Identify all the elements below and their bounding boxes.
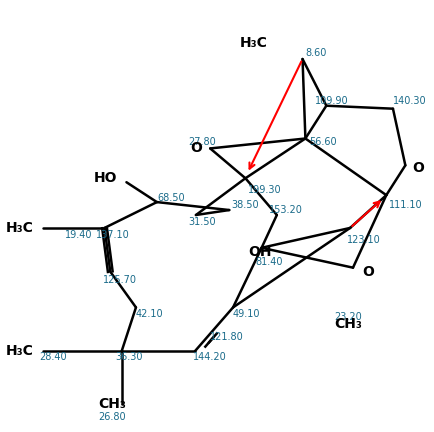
Text: 56.60: 56.60 — [309, 137, 337, 147]
Text: 137.10: 137.10 — [96, 230, 130, 240]
Text: 153.20: 153.20 — [269, 205, 303, 215]
Text: 27.80: 27.80 — [188, 137, 216, 147]
Text: 111.10: 111.10 — [389, 200, 423, 210]
Text: CH₃: CH₃ — [98, 397, 126, 411]
Text: 121.80: 121.80 — [210, 332, 244, 342]
Text: 38.50: 38.50 — [231, 200, 259, 210]
Text: 36.30: 36.30 — [115, 352, 142, 362]
Text: CH₃: CH₃ — [334, 317, 362, 331]
Text: 109.90: 109.90 — [315, 96, 349, 106]
Text: 42.10: 42.10 — [136, 309, 164, 319]
Text: H₃C: H₃C — [5, 344, 33, 358]
Text: 140.30: 140.30 — [393, 96, 427, 106]
Text: H₃C: H₃C — [5, 221, 33, 235]
Text: 31.50: 31.50 — [188, 217, 216, 227]
Text: 49.10: 49.10 — [233, 309, 260, 319]
Text: 81.40: 81.40 — [255, 257, 283, 267]
Text: 8.60: 8.60 — [306, 48, 327, 58]
Text: 123.10: 123.10 — [347, 235, 381, 245]
Text: OH: OH — [248, 245, 272, 259]
Text: 68.50: 68.50 — [157, 193, 184, 203]
Text: 28.40: 28.40 — [39, 352, 66, 362]
Text: 199.30: 199.30 — [248, 185, 282, 195]
Text: 125.70: 125.70 — [103, 275, 137, 285]
Text: 23.20: 23.20 — [334, 312, 362, 322]
Text: O: O — [362, 265, 375, 279]
Text: O: O — [412, 161, 424, 175]
Text: O: O — [191, 141, 203, 156]
Text: H₃C: H₃C — [240, 36, 267, 50]
Text: HO: HO — [93, 171, 117, 185]
Text: 144.20: 144.20 — [193, 352, 227, 362]
Text: 26.80: 26.80 — [99, 412, 126, 422]
Text: 19.40: 19.40 — [65, 230, 92, 240]
